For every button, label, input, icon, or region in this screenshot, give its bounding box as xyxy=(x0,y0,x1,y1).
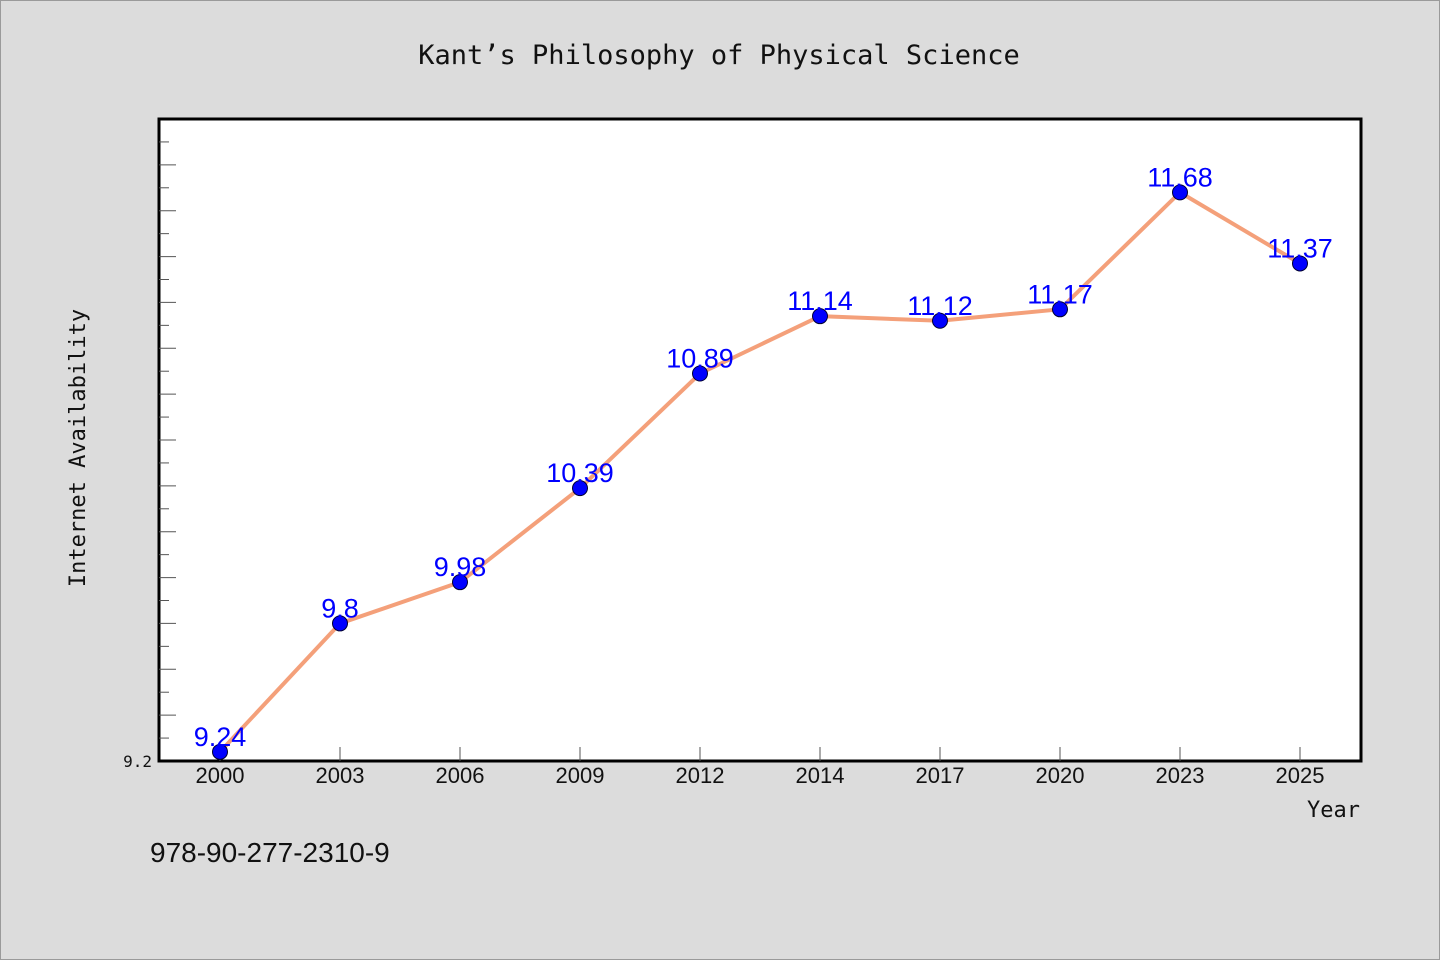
data-label: 11.17 xyxy=(1027,279,1093,309)
x-tick-label: 2020 xyxy=(1036,763,1085,788)
x-tick-label: 2009 xyxy=(556,763,605,788)
x-tick-label: 2000 xyxy=(196,763,245,788)
isbn-label: 978-90-277-2310-9 xyxy=(150,837,390,868)
chart-title: Kant’s Philosophy of Physical Science xyxy=(418,40,1019,71)
data-label: 11.68 xyxy=(1147,162,1213,192)
y-axis-title: Internet Availability xyxy=(66,309,91,587)
x-axis: 2000 2003 2006 2009 2012 2014 2017 2020 2023 2025 xyxy=(196,747,1325,788)
x-tick-label: 2012 xyxy=(676,763,725,788)
x-tick-label: 2023 xyxy=(1156,763,1205,788)
data-series: 9.24 9.8 9.98 10.39 10.89 11.14 11.12 11.17 11.6… xyxy=(194,162,1333,760)
data-point xyxy=(692,365,708,382)
data-point xyxy=(1172,184,1188,201)
x-axis-title: Year xyxy=(1307,798,1360,823)
data-label: 10.39 xyxy=(546,458,614,488)
x-tick-label: 2014 xyxy=(796,763,845,788)
data-point xyxy=(212,743,228,760)
x-tick-label: 2017 xyxy=(916,763,965,788)
data-label: 11.12 xyxy=(907,291,973,321)
data-point xyxy=(812,308,828,325)
data-label: 9.98 xyxy=(434,552,487,582)
y-tick-label: 9.2 xyxy=(123,752,152,771)
data-point xyxy=(572,480,588,497)
x-tick-label: 2003 xyxy=(316,763,365,788)
data-label: 11.14 xyxy=(787,286,853,316)
series-line xyxy=(218,190,1302,754)
data-point xyxy=(932,312,948,329)
data-point xyxy=(1052,301,1068,318)
x-tick-label: 2006 xyxy=(436,763,485,788)
data-label: 9.24 xyxy=(194,722,247,752)
y-axis: 9.2 xyxy=(123,141,176,771)
plot-area xyxy=(157,117,1363,763)
data-point xyxy=(332,615,348,632)
data-label: 11.37 xyxy=(1267,233,1333,263)
data-label: 10.89 xyxy=(666,344,734,374)
data-point xyxy=(452,574,468,591)
data-point xyxy=(1292,255,1308,272)
data-label: 9.8 xyxy=(321,593,359,623)
x-tick-label: 2025 xyxy=(1276,763,1325,788)
